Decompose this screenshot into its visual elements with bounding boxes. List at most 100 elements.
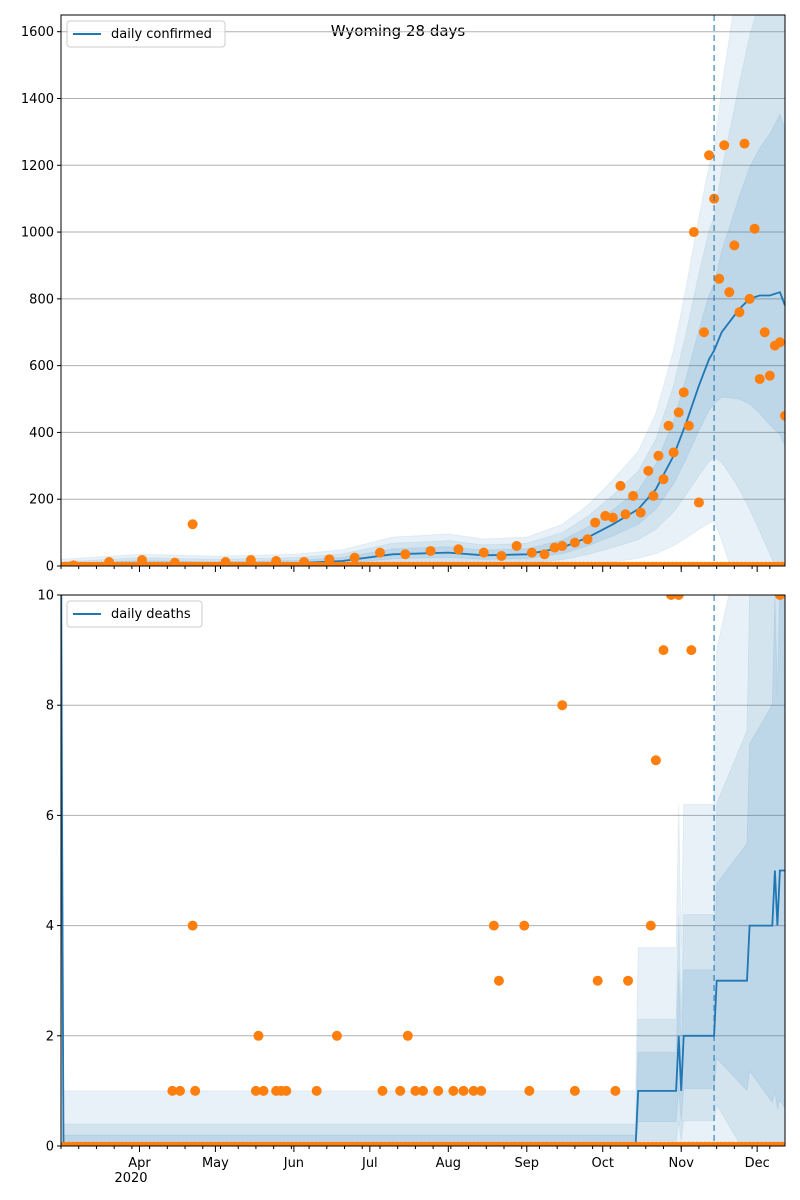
uncertainty-band-1 [61,15,785,566]
x-tick-label: Nov [669,1156,695,1171]
observed-point [167,1085,178,1096]
observed-point [663,420,674,431]
observed-point [311,1085,322,1096]
observed-point [137,554,148,565]
observed-zero-point [777,561,785,566]
y-tick-label: 1400 [21,92,54,107]
observed-point [187,920,198,931]
bottom-plot-frame [60,594,786,1147]
y-tick-label: 1000 [21,226,54,241]
observed-point [349,552,360,563]
observed-point [569,1085,580,1096]
x-tick-label: May [202,1156,229,1171]
observed-point [400,549,411,560]
uncertainty-band-1 [61,595,785,1146]
observed-point [719,140,730,151]
observed-point [623,975,634,986]
observed-point [524,1085,535,1096]
observed-point [453,544,464,555]
observed-point [169,557,180,566]
observed-point [258,1085,269,1096]
observed-point [673,595,684,600]
y-tick-label: 1600 [21,25,54,40]
observed-point [774,595,785,600]
x-tick-label: Oct [591,1156,613,1171]
observed-point [648,490,659,501]
observed-point [686,645,697,656]
x-tick-label: Aug [436,1156,461,1171]
top-legend: daily confirmed [66,20,226,48]
top-bands [61,15,785,566]
observed-point [331,1030,342,1041]
observed-point [549,542,560,553]
observed-point [582,534,593,545]
observed-point [496,550,507,561]
x-tick-label: Dec [745,1156,770,1171]
observed-point [104,556,115,566]
observed-point [724,287,735,298]
observed-point [433,1085,444,1096]
observed-point [402,1030,413,1041]
observed-point [425,545,436,556]
x-tick-label: Jun [283,1156,304,1171]
top-plot-frame [60,14,786,567]
observed-point [478,547,489,558]
observed-point [250,1085,261,1096]
observed-point [557,700,568,711]
observed-point [511,540,522,551]
top-legend-box [66,20,226,48]
observed-point [592,975,603,986]
y-tick-label: 600 [29,359,54,374]
observed-point [395,1085,406,1096]
observed-point [673,407,684,418]
x-tick-label: Sep [515,1156,540,1171]
observed-point [174,1085,185,1096]
observed-point [734,307,745,318]
observed-point [635,507,646,518]
observed-point [324,554,335,565]
top-legend-label: daily confirmed [111,27,212,42]
observed-point [668,447,679,458]
observed-point [610,1085,621,1096]
bottom-legend-label: daily deaths [111,607,191,622]
observed-point [704,150,715,161]
observed-point [377,1085,388,1096]
observed-point [688,227,699,238]
bottom-panel: 0 2 4 6 8 10 Apr May Jun Jul Aug Sep Oct Nov Dec 2020… [37,589,786,1186]
observed-point [590,517,601,528]
observed-point [620,509,631,520]
observed-point [245,554,256,565]
top-yticks: 0 200 400 600 800 1000 1200 1400 1600 [21,25,61,575]
bottom-yticks: 0 2 4 6 8 10 [37,589,61,1155]
uncertainty-band-2 [61,595,785,1146]
observed-point [539,549,550,560]
observed-point [600,510,611,521]
observed-point [754,373,765,384]
y-tick-label: 800 [29,292,54,307]
y-tick-label: 1200 [21,159,54,174]
figure-title: Wyoming 28 days [331,22,466,40]
observed-point [780,410,785,421]
observed-point [739,138,750,149]
bottom-legend-box [66,600,203,628]
observed-point [774,337,785,348]
observed-point [526,547,537,558]
y-tick-label: 8 [46,699,54,714]
observed-point [493,975,504,986]
observed-point [374,547,385,558]
observed-point [519,920,530,931]
observed-point [764,370,775,381]
uncertainty-band-2 [61,15,785,566]
observed-point [653,450,664,461]
x-tick-label: Apr [128,1156,151,1171]
observed-point [615,480,626,491]
y-tick-label: 0 [46,1140,54,1155]
observed-point [658,645,669,656]
y-tick-label: 4 [46,919,54,934]
observed-point [253,1030,264,1041]
observed-point [448,1085,459,1096]
observed-point [650,755,661,766]
observed-point [744,293,755,304]
observed-point [759,327,770,338]
